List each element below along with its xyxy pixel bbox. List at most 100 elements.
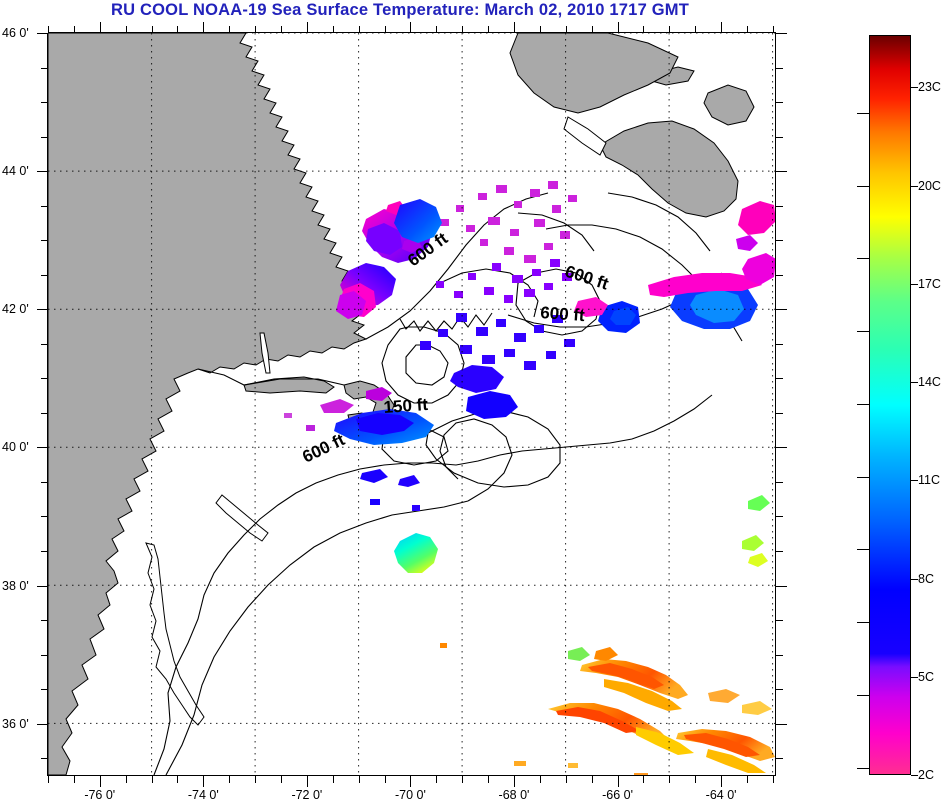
x-tick-top bbox=[255, 26, 257, 33]
sst-patch-gom-core bbox=[394, 199, 442, 243]
x-axis-label: -64 0' bbox=[705, 788, 737, 802]
y-tick-right bbox=[776, 412, 783, 414]
y-tick-minor bbox=[41, 481, 48, 483]
y-tick-minor bbox=[41, 412, 48, 414]
x-tick-minor bbox=[772, 776, 774, 783]
x-tick-top bbox=[306, 22, 308, 33]
contour-inner-gom bbox=[405, 344, 449, 386]
sst-patch-shelf-small2 bbox=[398, 475, 420, 487]
colorbar[interactable] bbox=[869, 35, 911, 775]
sst-patch-scotian-magenta bbox=[648, 273, 762, 297]
sst-patch-gulfstream-m-core bbox=[556, 707, 640, 733]
y-tick-minor bbox=[41, 758, 48, 760]
x-tick-top bbox=[695, 26, 697, 33]
y-axis-label: 36 0' bbox=[2, 716, 29, 731]
x-tick-major bbox=[617, 776, 619, 787]
sst-patch-georges-blue bbox=[466, 391, 518, 419]
contour-600ft-gom bbox=[381, 326, 465, 404]
x-tick-top bbox=[99, 22, 101, 33]
y-tick-minor bbox=[41, 205, 48, 207]
axis-left bbox=[47, 33, 48, 776]
sst-patch-east-green1 bbox=[748, 495, 770, 511]
sst-patch-nantucket-blue bbox=[450, 365, 504, 393]
y-tick-major bbox=[37, 171, 48, 173]
x-tick-top bbox=[332, 26, 334, 33]
y-tick-right bbox=[776, 378, 783, 380]
colorbar-tick-left bbox=[857, 403, 869, 405]
y-axis-label: 40 0' bbox=[2, 440, 29, 455]
sst-patch-ns-small bbox=[736, 235, 758, 251]
sst-patch-scotia-blue-w2 bbox=[610, 307, 636, 325]
x-tick-top bbox=[48, 26, 49, 33]
sst-patch-shelfbreak-core bbox=[356, 413, 414, 435]
y-tick-right bbox=[776, 585, 787, 587]
colorbar-tick-left bbox=[857, 767, 869, 769]
sst-patch-gulfstream-s-core bbox=[684, 733, 760, 757]
sst-patch-gs-speck bbox=[708, 689, 740, 703]
sst-patch-shelf-small1 bbox=[360, 469, 388, 483]
x-tick-minor bbox=[669, 776, 671, 783]
colorbar-tick-left bbox=[857, 331, 869, 333]
y-tick-right bbox=[776, 481, 783, 483]
x-tick-top bbox=[125, 26, 127, 33]
x-tick-top bbox=[151, 26, 153, 33]
x-tick-top bbox=[73, 26, 75, 33]
axis-top bbox=[48, 32, 776, 33]
colorbar-tick-right bbox=[911, 676, 918, 678]
x-tick-minor bbox=[229, 776, 231, 783]
x-tick-top bbox=[721, 22, 723, 33]
sst-patch-shelf-mag1 bbox=[320, 399, 354, 413]
colorbar-tick-right bbox=[911, 775, 918, 776]
x-tick-top bbox=[772, 26, 774, 33]
x-axis-label: -76 0' bbox=[84, 788, 116, 802]
x-tick-top bbox=[281, 26, 282, 33]
y-tick-minor bbox=[41, 67, 48, 69]
y-tick-major bbox=[37, 585, 48, 587]
y-tick-minor bbox=[41, 102, 48, 104]
x-tick-top bbox=[358, 26, 360, 33]
y-tick-minor bbox=[41, 551, 48, 553]
colorbar-label-celsius: 20C bbox=[918, 178, 941, 193]
x-tick-minor bbox=[565, 776, 567, 783]
colorbar-label-celsius: 23C bbox=[918, 80, 941, 95]
x-tick-minor bbox=[281, 776, 282, 783]
x-axis-label: -72 0' bbox=[291, 788, 323, 802]
x-tick-top bbox=[565, 26, 567, 33]
colorbar-label-celsius: 5C bbox=[918, 669, 934, 684]
y-tick-minor bbox=[41, 240, 48, 242]
x-tick-minor bbox=[73, 776, 75, 783]
colorbar-tick-right bbox=[911, 480, 918, 482]
sst-patch-warm-eddy bbox=[394, 533, 438, 573]
hudson-river bbox=[259, 332, 271, 374]
y-tick-major bbox=[37, 447, 48, 449]
y-tick-right bbox=[776, 343, 783, 345]
bays-water bbox=[145, 116, 607, 726]
colorbar-gradient bbox=[869, 35, 911, 775]
x-tick-top bbox=[669, 26, 671, 33]
x-tick-top bbox=[643, 26, 645, 33]
contour-600ft-georges bbox=[439, 418, 513, 502]
x-tick-minor bbox=[255, 776, 257, 783]
x-tick-major bbox=[514, 776, 515, 787]
x-tick-major bbox=[203, 776, 205, 787]
y-tick-minor bbox=[41, 516, 48, 518]
x-tick-top bbox=[177, 26, 179, 33]
sst-patch-east-yellow bbox=[748, 553, 768, 567]
land-north-america bbox=[48, 33, 368, 775]
page-title: RU COOL NOAA-19 Sea Surface Temperature:… bbox=[111, 1, 689, 19]
y-tick-right bbox=[776, 723, 787, 725]
axis-bottom bbox=[48, 775, 776, 776]
land-cape-breton bbox=[703, 84, 755, 126]
colorbar-tick-left bbox=[857, 112, 869, 114]
x-tick-major bbox=[99, 776, 101, 787]
sst-gom-speckle bbox=[440, 181, 577, 263]
x-tick-top bbox=[488, 26, 490, 33]
x-tick-minor bbox=[436, 776, 438, 783]
x-tick-minor bbox=[747, 776, 749, 783]
y-tick-right bbox=[776, 205, 783, 207]
sst-map[interactable]: 600 ft 600 ft 600 ft 150 ft 600 ft bbox=[48, 33, 775, 775]
x-tick-minor bbox=[177, 776, 179, 783]
land-new-brunswick bbox=[509, 33, 679, 114]
colorbar-tick-right bbox=[911, 382, 918, 384]
x-tick-minor bbox=[643, 776, 645, 783]
